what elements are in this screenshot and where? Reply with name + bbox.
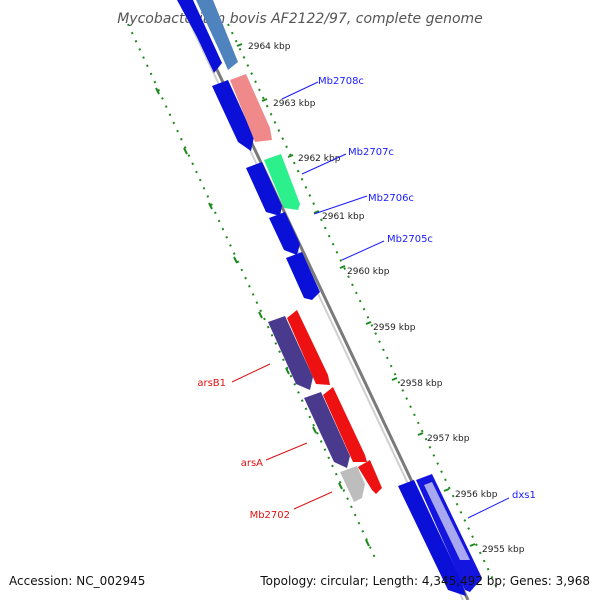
tick-label: 2964 kbp: [248, 42, 291, 52]
outer-dotted-guide: [227, 23, 499, 591]
tick-mark: [339, 265, 346, 269]
gene-feature[interactable]: [269, 212, 300, 255]
tick-mark: [469, 543, 476, 547]
inner-tick: [365, 539, 370, 547]
tick-mark: [261, 98, 268, 102]
tick-label: 2956 kbp: [455, 490, 498, 500]
inner-tick: [208, 202, 213, 210]
accession-label: Accession: NC_002945: [9, 574, 145, 588]
tick-label: 2958 kbp: [400, 379, 443, 389]
gene-feature[interactable]: [196, 0, 238, 70]
inner-tick: [183, 147, 188, 155]
gene-feature[interactable]: [358, 460, 382, 494]
tick-mark: [391, 377, 398, 381]
gene-feature[interactable]: [340, 466, 365, 502]
tick-mark: [236, 43, 243, 47]
callout-line: [301, 153, 347, 175]
tick-mark: [313, 210, 320, 214]
tick-label: 2955 kbp: [482, 545, 525, 555]
gene-label-arsb1[interactable]: arsB1: [197, 378, 226, 389]
tick-label: 2962 kbp: [298, 154, 341, 164]
gene-label-mb2707c[interactable]: Mb2707c: [348, 147, 394, 158]
inner-tick: [312, 426, 317, 434]
callout-line: [341, 240, 385, 261]
gene-labels: Mb2708c Mb2707c Mb2706c Mb2705c dxs1 ars…: [197, 76, 536, 521]
tick-label: 2961 kbp: [322, 212, 365, 222]
callout-line: [265, 442, 308, 461]
tick-label: 2960 kbp: [347, 267, 390, 277]
gene-feature[interactable]: [268, 316, 313, 390]
dotted-guides: [127, 23, 499, 591]
gene-feature[interactable]: [230, 74, 272, 142]
inner-tick: [258, 311, 263, 319]
gene-label-mb2708c[interactable]: Mb2708c: [318, 76, 364, 87]
inner-tick: [285, 367, 290, 375]
callout-line: [281, 81, 319, 100]
reverse-strand-genes: [177, 0, 365, 502]
gene-label-arsa[interactable]: arsA: [241, 458, 263, 469]
tick-mark: [287, 154, 294, 158]
genome-summary: Topology: circular; Length: 4,345,492 bp…: [259, 574, 590, 588]
gene-feature[interactable]: [424, 482, 470, 560]
tick-mark: [443, 488, 450, 492]
forward-strand-genes: [196, 0, 482, 596]
gene-feature[interactable]: [177, 0, 222, 73]
gene-label-mb2705c[interactable]: Mb2705c: [387, 234, 433, 245]
callout-line: [467, 497, 510, 519]
tick-mark: [417, 432, 424, 436]
gene-label-dxs1[interactable]: dxs1: [512, 490, 536, 501]
inner-tick: [233, 256, 238, 264]
inner-tick: [338, 482, 343, 490]
kbp-scale: 2964 kbp 2963 kbp 2962 kbp 2961 kbp 2960…: [236, 42, 525, 555]
gene-feature[interactable]: [323, 387, 367, 462]
gene-label-mb2702[interactable]: Mb2702: [250, 510, 290, 521]
gene-feature[interactable]: [264, 154, 300, 210]
tick-mark: [365, 321, 372, 325]
gene-feature[interactable]: [286, 252, 320, 300]
inner-ticks: [155, 87, 370, 547]
gene-feature[interactable]: [304, 392, 350, 468]
tick-label: 2959 kbp: [373, 323, 416, 333]
gene-label-mb2706c[interactable]: Mb2706c: [368, 193, 414, 204]
gene-feature[interactable]: [287, 310, 330, 385]
gene-feature[interactable]: [212, 80, 254, 151]
tick-label: 2963 kbp: [273, 99, 316, 109]
gene-feature[interactable]: [246, 162, 282, 216]
callout-line: [313, 195, 368, 215]
callout-line: [231, 363, 271, 383]
inner-tick: [155, 87, 160, 95]
callout-line: [293, 491, 333, 510]
map-title: Mycobacterium bovis AF2122/97, complete …: [117, 11, 483, 27]
gene-feature[interactable]: [398, 480, 466, 596]
tick-label: 2957 kbp: [427, 434, 470, 444]
